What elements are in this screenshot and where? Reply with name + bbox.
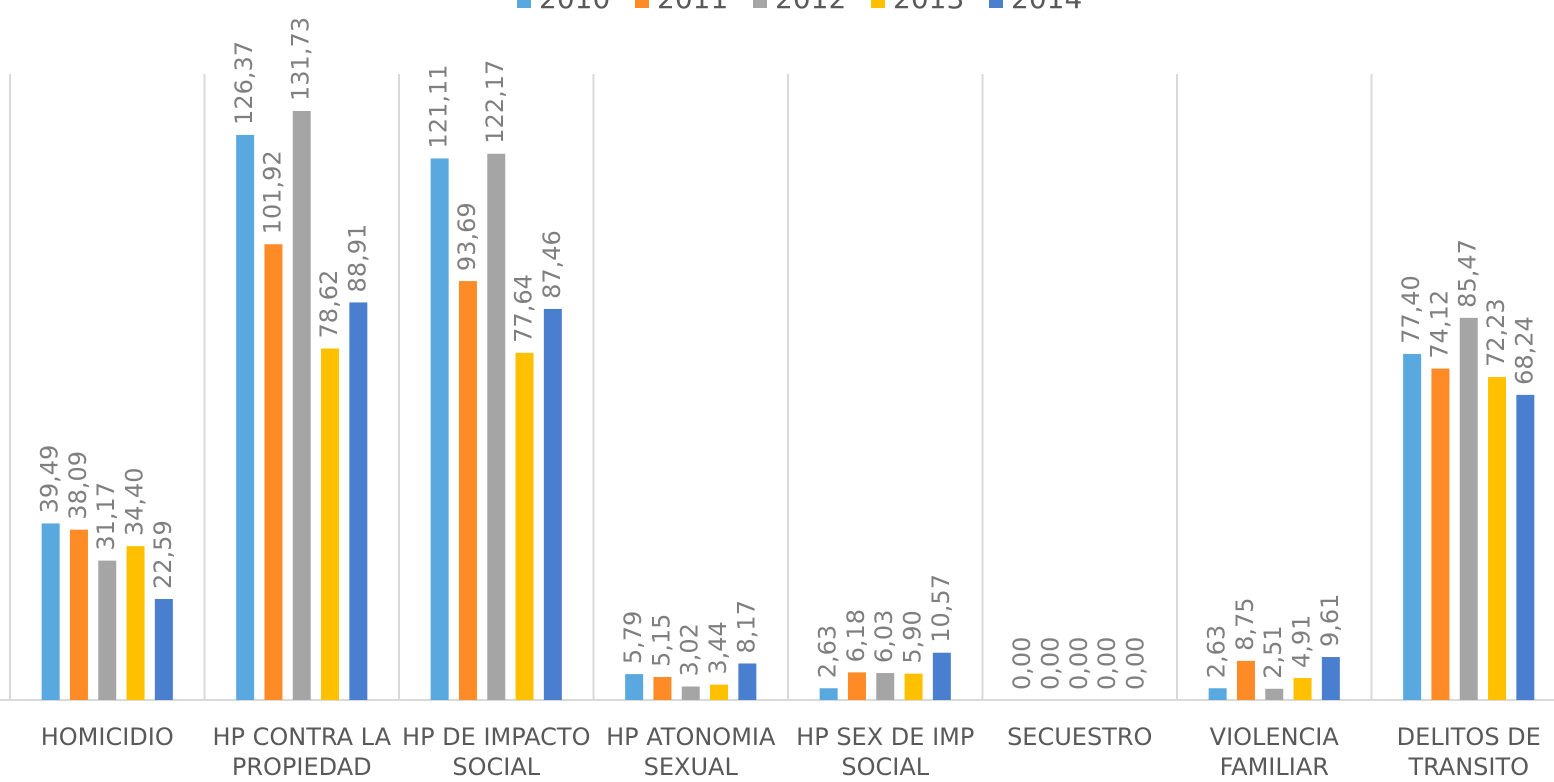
data-label: 0,00 <box>1121 637 1149 690</box>
data-label: 39,49 <box>36 445 64 514</box>
bar <box>710 684 729 700</box>
data-label: 0,00 <box>1036 637 1064 690</box>
data-label: 10,57 <box>927 574 955 643</box>
bar <box>847 672 866 700</box>
data-label: 88,91 <box>343 224 371 293</box>
data-label: 126,37 <box>230 41 258 125</box>
bar <box>154 598 173 700</box>
bar <box>349 302 368 700</box>
bar <box>69 529 88 700</box>
legend-label: 2013 <box>893 0 964 15</box>
bar <box>819 688 838 700</box>
bar <box>625 674 644 700</box>
data-label: 9,61 <box>1316 594 1344 647</box>
bar <box>932 652 951 700</box>
legend-swatch <box>517 0 531 8</box>
bar <box>1265 688 1284 700</box>
bar <box>292 110 311 701</box>
bar <box>904 673 923 700</box>
data-label: 131,73 <box>287 17 315 101</box>
data-label: 6,03 <box>870 610 898 663</box>
data-label: 5,90 <box>899 610 927 663</box>
data-label: 87,46 <box>538 230 566 299</box>
legend-swatch <box>871 0 885 8</box>
data-label: 2,63 <box>814 625 842 678</box>
bar <box>126 546 145 700</box>
data-label: 93,69 <box>453 202 481 271</box>
bar <box>236 134 255 701</box>
data-label: 31,17 <box>92 482 120 551</box>
bar <box>1236 660 1255 700</box>
bar <box>1488 377 1507 700</box>
legend-swatch <box>635 0 649 8</box>
data-label: 8,17 <box>732 600 760 653</box>
bar <box>430 158 449 701</box>
bar <box>876 673 895 700</box>
bar <box>1208 688 1227 700</box>
x-tick-label: HP ATONOMIA SEXUAL <box>606 723 776 781</box>
data-label: 68,24 <box>1510 316 1538 385</box>
data-label: 4,91 <box>1288 615 1316 668</box>
data-label: 3,44 <box>704 621 732 674</box>
bar <box>1403 353 1422 700</box>
x-tick-label: HP DE IMPACTO SOCIAL <box>402 723 591 781</box>
bar <box>543 308 562 700</box>
data-label: 8,75 <box>1231 597 1259 650</box>
data-label: 38,09 <box>64 451 92 520</box>
bar <box>1321 657 1340 700</box>
x-tick-label: SECUESTRO <box>1007 723 1153 751</box>
data-label: 0,00 <box>1093 637 1121 690</box>
x-tick-label: VIOLENCIA FAMILIAR <box>1209 723 1339 781</box>
bar <box>1459 317 1478 700</box>
data-label: 121,11 <box>425 64 453 148</box>
data-label: 6,18 <box>842 609 870 662</box>
bar <box>487 153 506 700</box>
bar <box>98 560 117 700</box>
bar <box>1516 394 1535 700</box>
bar <box>458 281 477 700</box>
data-label: 78,62 <box>315 270 343 339</box>
legend-label: 2010 <box>539 0 610 15</box>
data-label: 72,23 <box>1482 298 1510 367</box>
data-label: 77,40 <box>1397 275 1425 344</box>
data-label: 5,79 <box>619 611 647 664</box>
data-label: 85,47 <box>1454 239 1482 308</box>
bar <box>1293 678 1312 700</box>
data-label: 122,17 <box>481 60 509 144</box>
data-label: 2,51 <box>1259 625 1287 678</box>
legend-label: 2014 <box>1011 0 1082 15</box>
bar <box>681 686 700 700</box>
x-tick-label: HP CONTRA LA PROPIEDAD <box>212 723 392 781</box>
data-label: 0,00 <box>1065 637 1093 690</box>
bar <box>515 352 534 700</box>
data-label: 34,40 <box>121 467 149 536</box>
x-tick-label: HOMICIDIO <box>40 723 174 751</box>
legend-label: 2011 <box>657 0 728 15</box>
data-label: 74,12 <box>1425 290 1453 359</box>
data-label: 2,63 <box>1203 625 1231 678</box>
bar <box>1431 368 1450 700</box>
bar <box>264 244 283 700</box>
bar <box>653 676 672 700</box>
legend-swatch <box>989 0 1003 8</box>
x-tick-label: HP SEX DE IMP SOCIAL <box>796 723 975 781</box>
bar <box>41 523 60 700</box>
data-label: 3,02 <box>676 623 704 676</box>
legend-label: 2012 <box>775 0 846 15</box>
x-tick-label: DELITOS DE TRANSITO <box>1396 723 1541 781</box>
data-label: 5,15 <box>647 614 675 667</box>
data-label: 101,92 <box>258 150 286 234</box>
legend-swatch <box>753 0 767 8</box>
data-label: 0,00 <box>1008 637 1036 690</box>
bar <box>738 663 757 700</box>
bar <box>321 348 340 700</box>
data-label: 22,59 <box>149 520 177 589</box>
data-label: 77,64 <box>510 274 538 343</box>
